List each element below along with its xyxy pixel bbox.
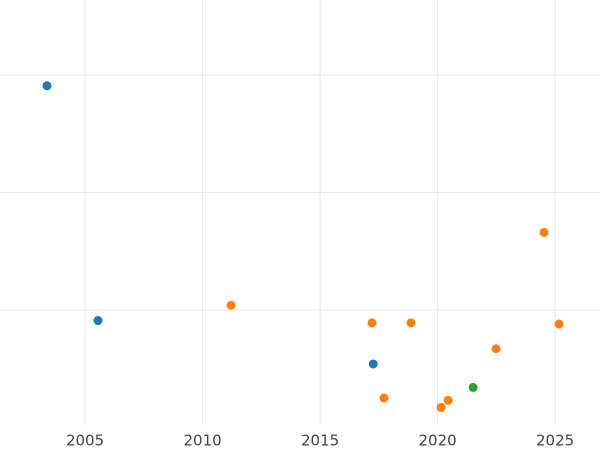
x-tick-label: 2025	[536, 432, 574, 450]
point	[406, 318, 416, 328]
point	[539, 227, 549, 237]
point	[367, 318, 377, 328]
point	[368, 359, 378, 369]
x-tick-label: 2015	[301, 432, 339, 450]
point	[554, 319, 564, 329]
point	[93, 316, 103, 326]
point	[226, 300, 236, 310]
x-tick-label: 2020	[419, 432, 457, 450]
point	[443, 395, 453, 405]
point	[436, 402, 446, 412]
point	[491, 344, 501, 354]
x-tick-label: 2005	[66, 432, 104, 450]
x-tick-label: 2010	[183, 432, 221, 450]
point	[379, 393, 389, 403]
point	[42, 81, 52, 91]
point	[468, 382, 478, 392]
